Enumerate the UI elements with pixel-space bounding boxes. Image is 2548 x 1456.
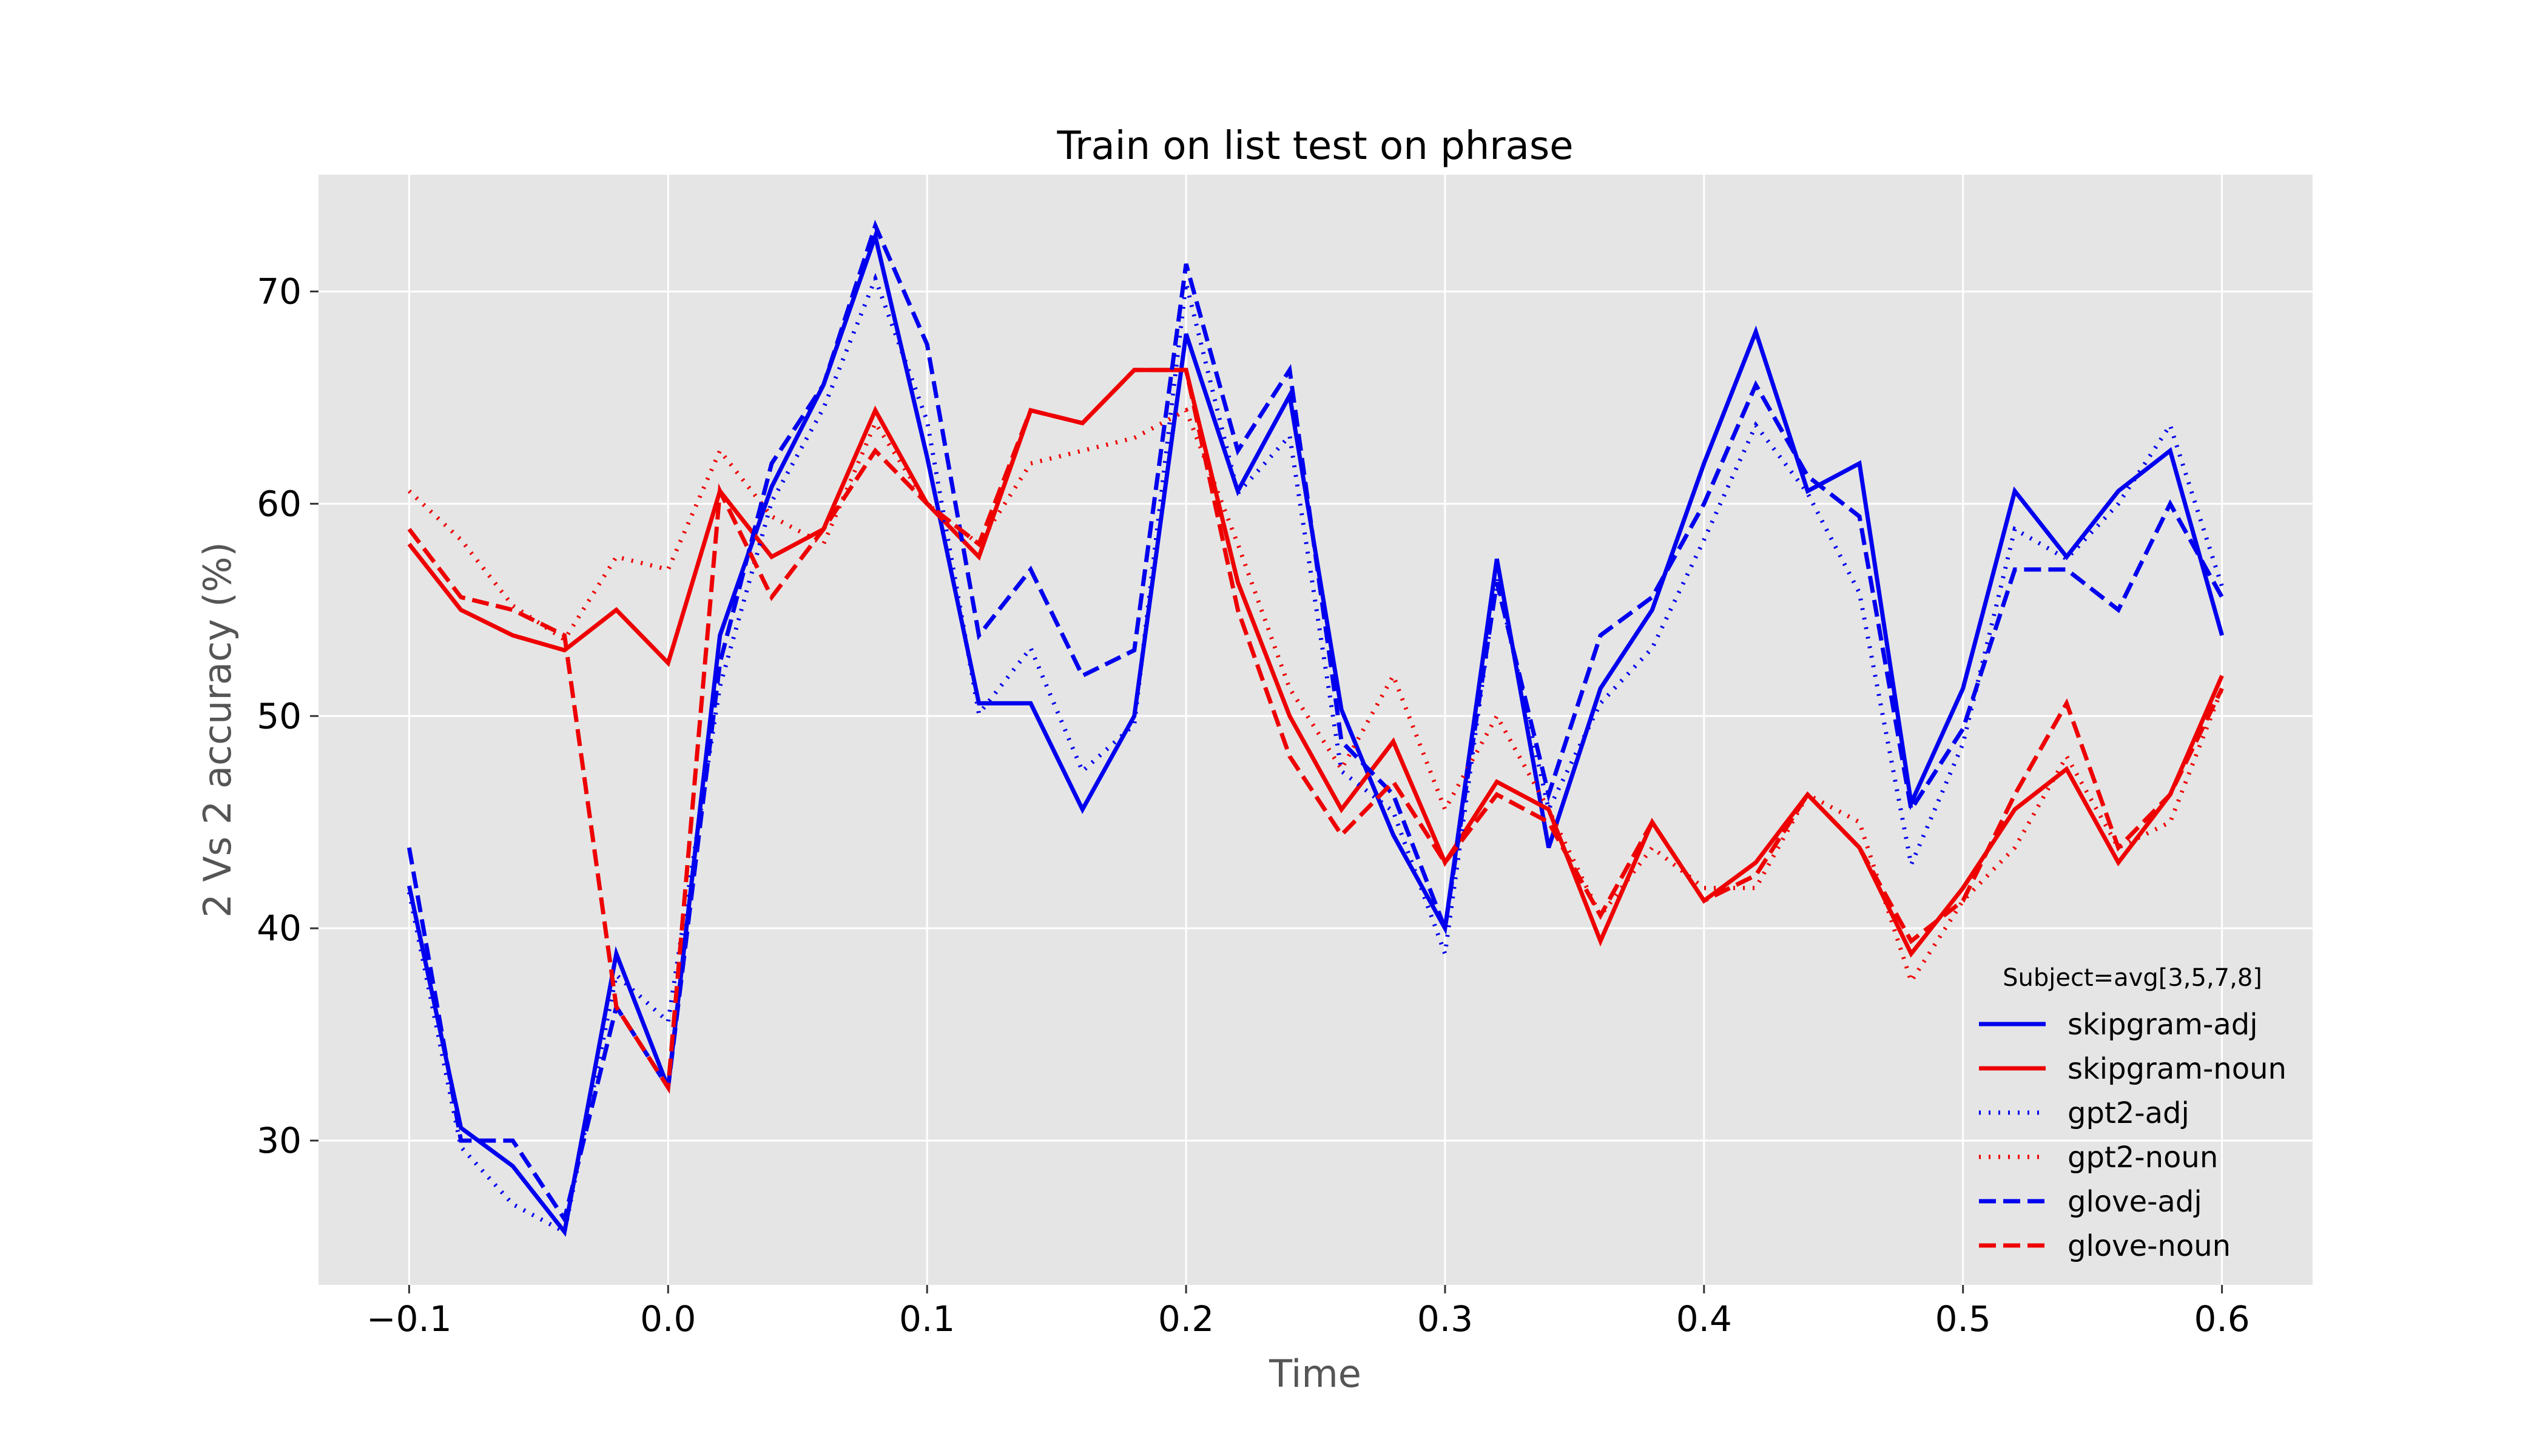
legend-label-gpt2-noun: gpt2-noun: [2068, 1141, 2218, 1175]
chart-title: Train on list test on phrase: [1056, 124, 1573, 169]
x-tick-label: 0.4: [1676, 1298, 1732, 1340]
legend-label-glove-noun: glove-noun: [2068, 1229, 2231, 1263]
y-tick-label: 30: [257, 1120, 302, 1161]
y-axis-label: 2 Vs 2 accuracy (%): [195, 542, 240, 917]
series-line-skipgram-noun: [407, 368, 2224, 958]
x-tick-label: 0.1: [899, 1298, 955, 1340]
y-tick-label: 60: [257, 483, 302, 524]
grid-lines: [318, 175, 2313, 1285]
legend-title: Subject=avg[3,5,7,8]: [2003, 964, 2262, 992]
x-tick-label: 0.3: [1417, 1298, 1473, 1340]
x-tick-label: 0.5: [1935, 1298, 1991, 1340]
x-tick-label: 0.6: [2194, 1298, 2250, 1340]
series-line-skipgram-adj: [406, 228, 2224, 1237]
y-tick-label: 70: [257, 271, 302, 312]
plot-area: [318, 175, 2313, 1285]
legend-label-glove-adj: glove-adj: [2068, 1185, 2202, 1219]
y-tick-label: 40: [257, 908, 302, 949]
tick-labels: −0.1 0.0 0.1 0.2 0.3 0.4 0.5 0.6 30 40 50 60 70: [257, 271, 2250, 1340]
series-line-glove-noun: [407, 368, 2224, 1094]
legend-label-gpt2-adj: gpt2-adj: [2068, 1096, 2189, 1130]
legend: Subject=avg[3,5,7,8] skipgram-adj skipgra…: [1979, 964, 2287, 1263]
legend-label-skipgram-noun: skipgram-noun: [2068, 1052, 2287, 1086]
x-tick-label: 0.0: [640, 1298, 696, 1340]
series-line-gpt2-noun: [408, 407, 2224, 986]
x-tick-label: −0.1: [366, 1298, 452, 1340]
series-line-glove-adj: [406, 220, 2224, 1225]
series-layer: [406, 220, 2224, 1237]
y-tick-label: 50: [257, 695, 302, 736]
x-axis-label: Time: [1269, 1352, 1361, 1396]
x-tick-label: 0.2: [1158, 1298, 1214, 1340]
legend-label-skipgram-adj: skipgram-adj: [2068, 1008, 2258, 1042]
